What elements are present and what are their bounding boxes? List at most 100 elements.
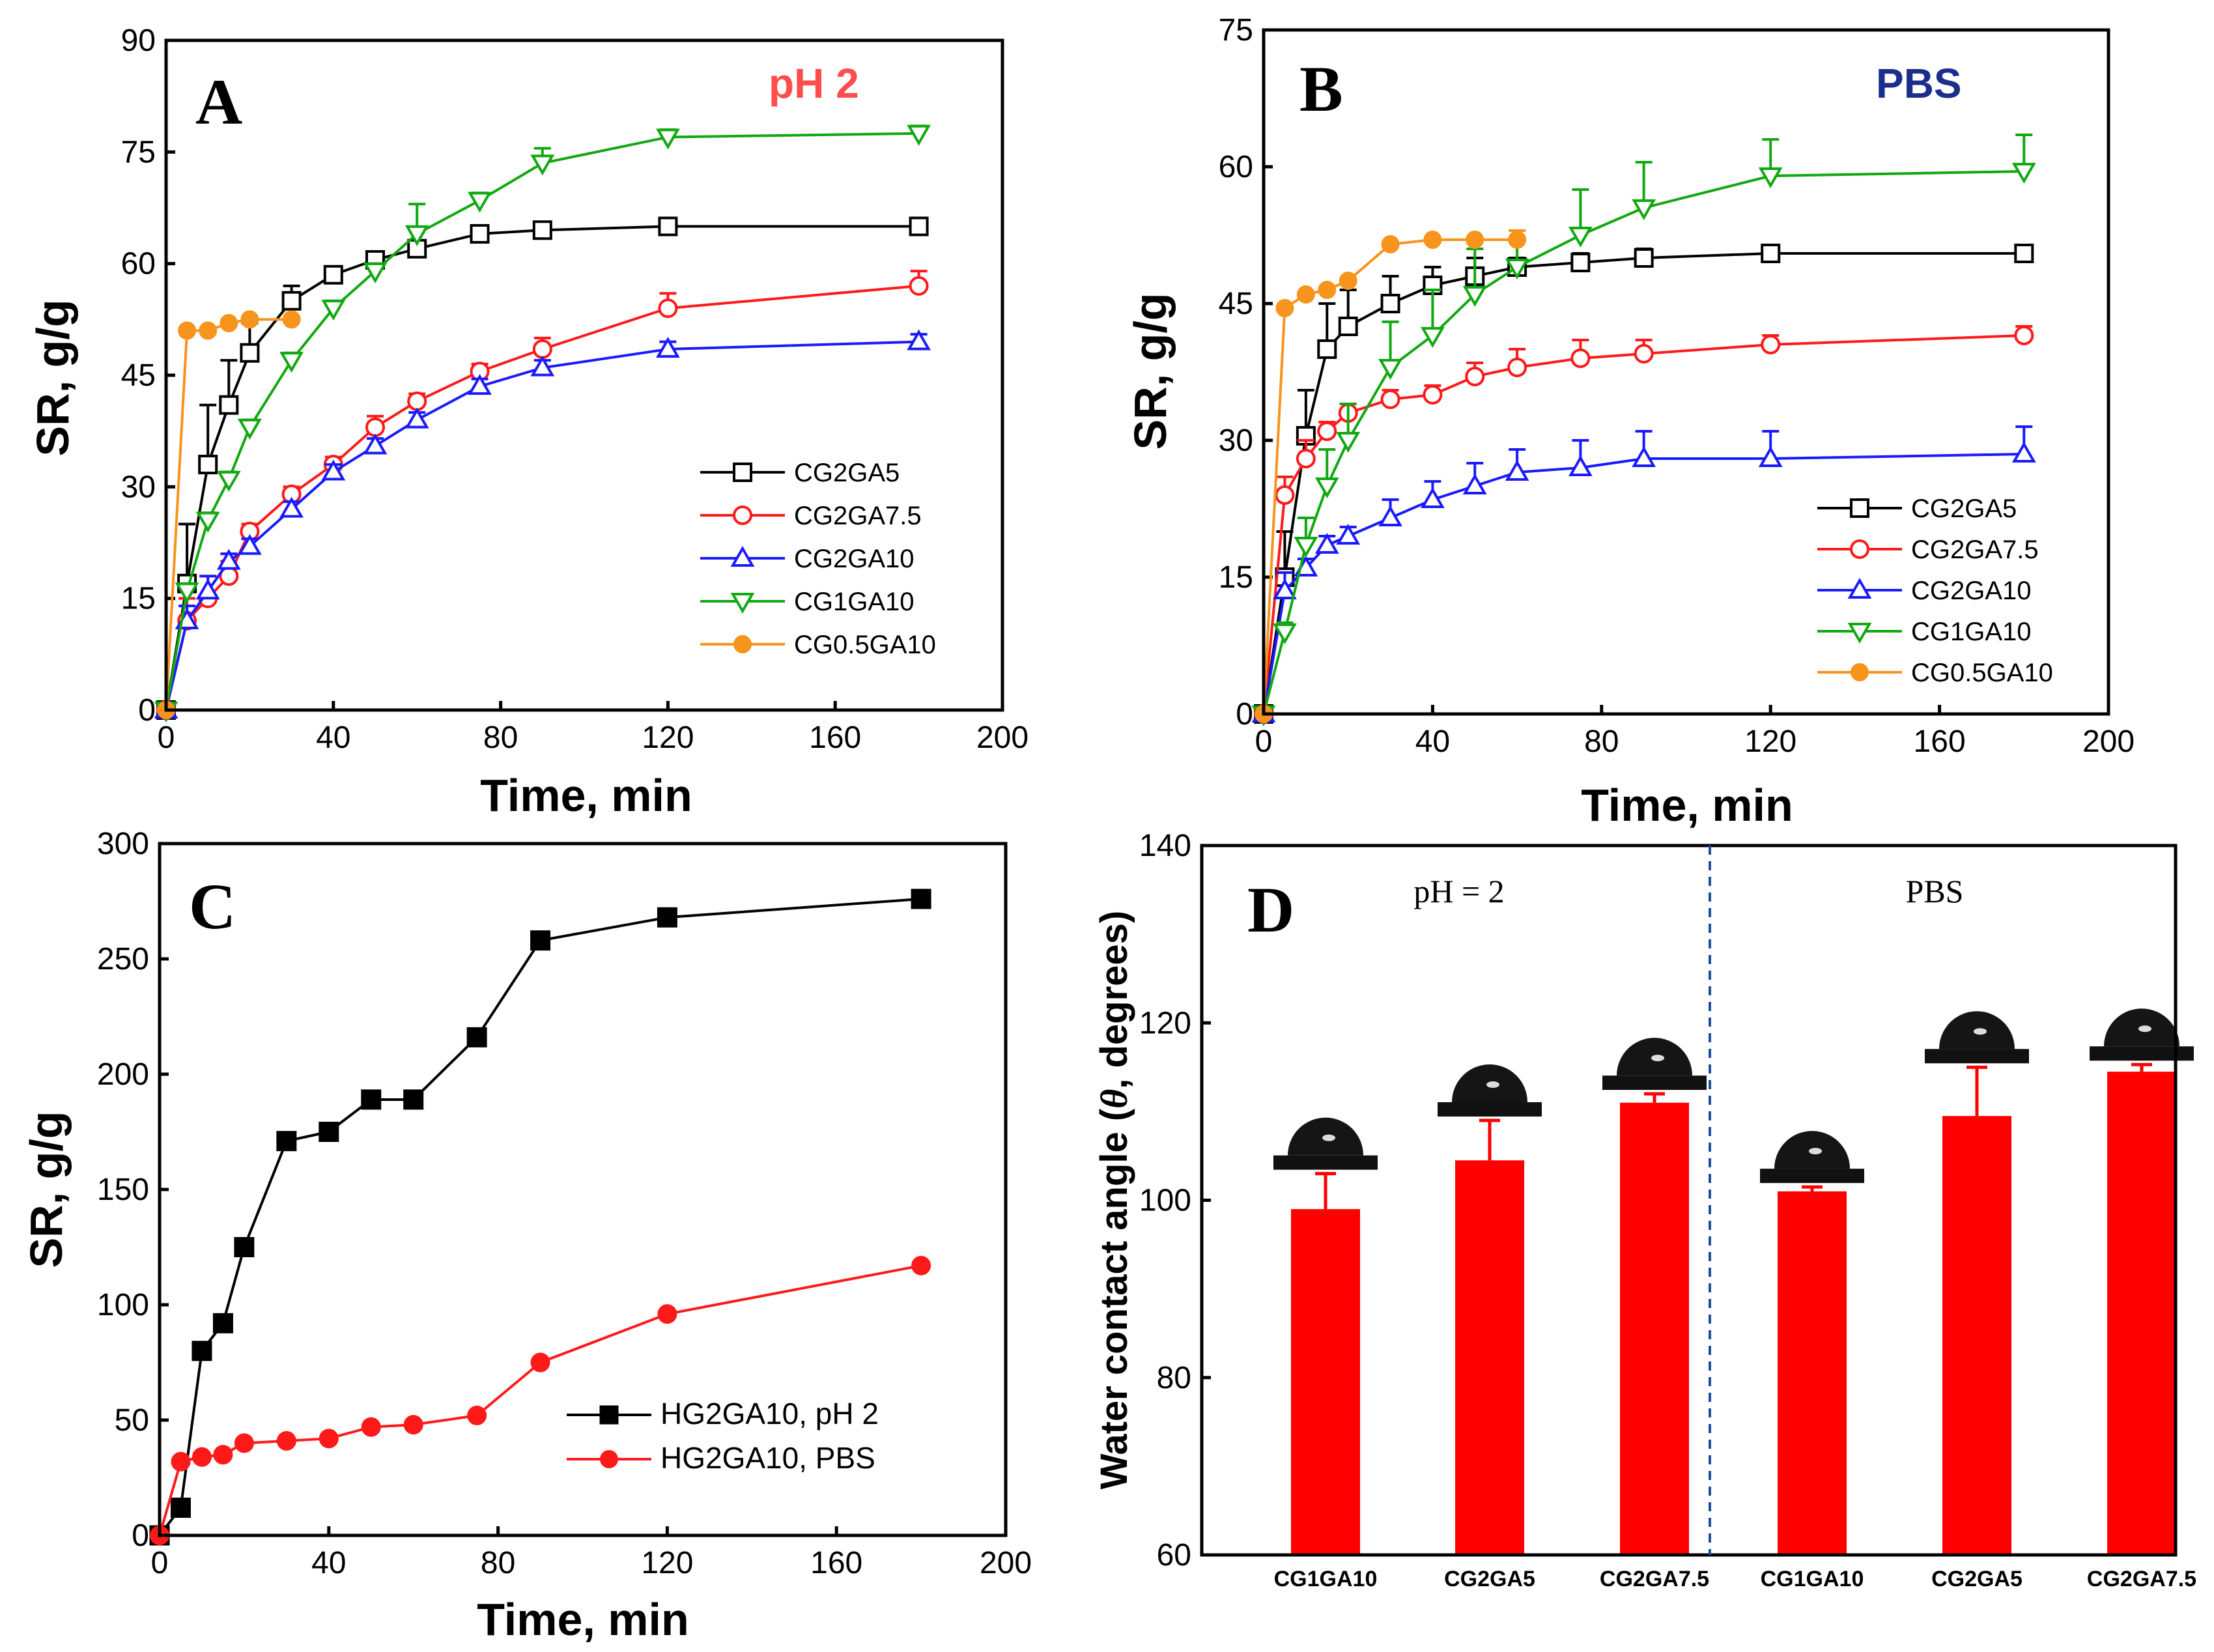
panel-a-data-point	[237, 418, 262, 440]
panel-d-category-label: CG2GA5	[1444, 1567, 1535, 1591]
panel-a-xtick-label: 40	[316, 720, 350, 755]
panel-b-condition: PBS	[1876, 60, 1962, 107]
panel-b-data-point	[1420, 487, 1445, 509]
droplet-substrate	[1602, 1075, 1707, 1090]
panel-d-droplet-image	[1273, 1117, 1378, 1170]
panel-a-data-point	[363, 433, 388, 455]
panel-a-data-point	[282, 310, 301, 329]
panel-c-legend-label: HG2GA10, pH 2	[660, 1397, 879, 1431]
droplet-highlight	[1486, 1081, 1499, 1088]
panel-b-data-point	[1275, 485, 1295, 505]
panel-a-xtick-label: 0	[158, 720, 175, 755]
panel-c-ytick-label: 50	[115, 1403, 149, 1438]
panel-b-data-point	[1505, 460, 1529, 481]
panel-a-letter: A	[195, 66, 242, 138]
panel-b-data-point	[1336, 431, 1361, 453]
panel-c-data-point	[276, 1431, 296, 1451]
panel-a-data-point	[404, 225, 429, 246]
panel-c-series-line	[158, 897, 922, 1537]
panel-a-data-point	[220, 314, 238, 333]
panel-a-legend-marker	[733, 463, 752, 482]
panel-d-ytick-label: 60	[1157, 1538, 1191, 1573]
panel-a-ytick-label: 0	[138, 693, 156, 728]
panel-a-data-point	[175, 582, 199, 604]
panel-b-data-point	[1338, 317, 1358, 336]
panel-c-data-point	[361, 1417, 381, 1437]
panel-b-data-point	[1273, 578, 1297, 600]
panel-b-data-point	[1294, 536, 1318, 558]
panel-c-data-point	[403, 1415, 423, 1435]
panel-b-series-1	[1254, 325, 2034, 724]
panel-c-data-point	[213, 1445, 233, 1465]
panel-c-xtick-label: 0	[151, 1546, 169, 1580]
panel-c-xtick-label: 120	[641, 1546, 693, 1580]
panel-b-ylabel: SR, g/g	[1125, 292, 1176, 449]
panel-b-data-point	[1420, 326, 1445, 348]
panel-a-data-point	[279, 352, 304, 373]
panel-b-ytick-label: 0	[1236, 697, 1253, 732]
panel-a-data-point	[198, 455, 218, 475]
panel-d-category-label: CG1GA10	[1274, 1567, 1378, 1591]
panel-a-data-point	[532, 220, 552, 240]
panel-a-legend-marker	[730, 592, 755, 614]
droplet-highlight	[1322, 1134, 1335, 1141]
panel-c-ytick-label: 100	[97, 1288, 149, 1322]
panel-b-data-point	[1632, 446, 1656, 468]
panel-b-data-point	[1570, 253, 1591, 272]
panel-b-letter: B	[1299, 53, 1343, 125]
panel-d-ytick-label: 140	[1139, 829, 1191, 863]
panel-d-ytick-label: 100	[1139, 1184, 1191, 1218]
panel-d-category-label: CG2GA5	[1931, 1567, 2022, 1591]
panel-c-data-point	[192, 1447, 212, 1467]
panel-a-series-3	[154, 124, 931, 722]
panel-c-legend-marker	[600, 1450, 618, 1468]
panel-d-category-label: CG2GA7.5	[2087, 1567, 2196, 1591]
panel-b-data-point	[1508, 231, 1527, 249]
panel-b-data-point	[1380, 390, 1400, 409]
panel-b-frame	[1262, 28, 2110, 716]
panel-d-bar	[1778, 1191, 1847, 1555]
panel-a-data-point	[240, 310, 259, 329]
panel-d-group-pbs: PBS	[1906, 873, 1964, 909]
panel-b-data-point	[1336, 524, 1361, 545]
panel-b-data-point	[2014, 244, 2034, 263]
panel-a-data-point	[909, 216, 929, 236]
panel-a-legend-marker	[730, 546, 755, 567]
panel-b-series-line	[1262, 252, 2024, 715]
panel-d-category-label: CG2GA7.5	[1600, 1567, 1709, 1591]
panel-b-ytick-label: 45	[1219, 287, 1253, 321]
panel-c-data-point	[466, 1027, 487, 1047]
panel-b-data-point	[1568, 226, 1593, 248]
panel-b-xtick-label: 160	[1914, 724, 1966, 759]
panel-c-data-point	[171, 1451, 191, 1472]
panel-c-data-point	[319, 1122, 339, 1142]
panel-a-data-point	[907, 329, 931, 350]
panel-b-data-point	[1381, 235, 1400, 253]
panel-d-droplet-image	[2090, 1008, 2194, 1061]
panel-d-ytick-label: 120	[1139, 1006, 1191, 1040]
panel-b-xtick-label: 200	[2082, 724, 2135, 759]
droplet-highlight	[2138, 1025, 2151, 1032]
panel-a-legend-label: CG2GA7.5	[794, 502, 922, 530]
panel-b-legend-label: CG2GA7.5	[1911, 535, 2039, 564]
panel-c-data-point	[276, 1131, 297, 1152]
panel-c-xtick-label: 160	[810, 1546, 862, 1580]
panel-b-data-point	[1380, 294, 1400, 313]
panel-b-data-point	[1273, 623, 1297, 644]
panel-a-data-point	[219, 395, 239, 415]
panel-b-data-point	[1632, 199, 1656, 220]
panel-c-frame	[158, 842, 1008, 1537]
panel-b-data-point	[1378, 506, 1402, 527]
panel-b-series-0	[1254, 244, 2034, 724]
panel-b-legend-marker	[1847, 622, 1872, 644]
panel-a-condition: pH 2	[769, 60, 859, 107]
panel-d-droplet-image	[1925, 1011, 2029, 1064]
panel-b-xtick-label: 0	[1255, 724, 1273, 759]
panel-c-ytick-label: 150	[97, 1173, 149, 1207]
panel-c-data-point	[234, 1433, 254, 1453]
panel-a-data-point	[530, 355, 555, 377]
panel-a-ylabel: SR, g/g	[27, 299, 78, 456]
panel-a-ytick-label: 90	[121, 23, 156, 58]
droplet-highlight	[1651, 1055, 1664, 1062]
